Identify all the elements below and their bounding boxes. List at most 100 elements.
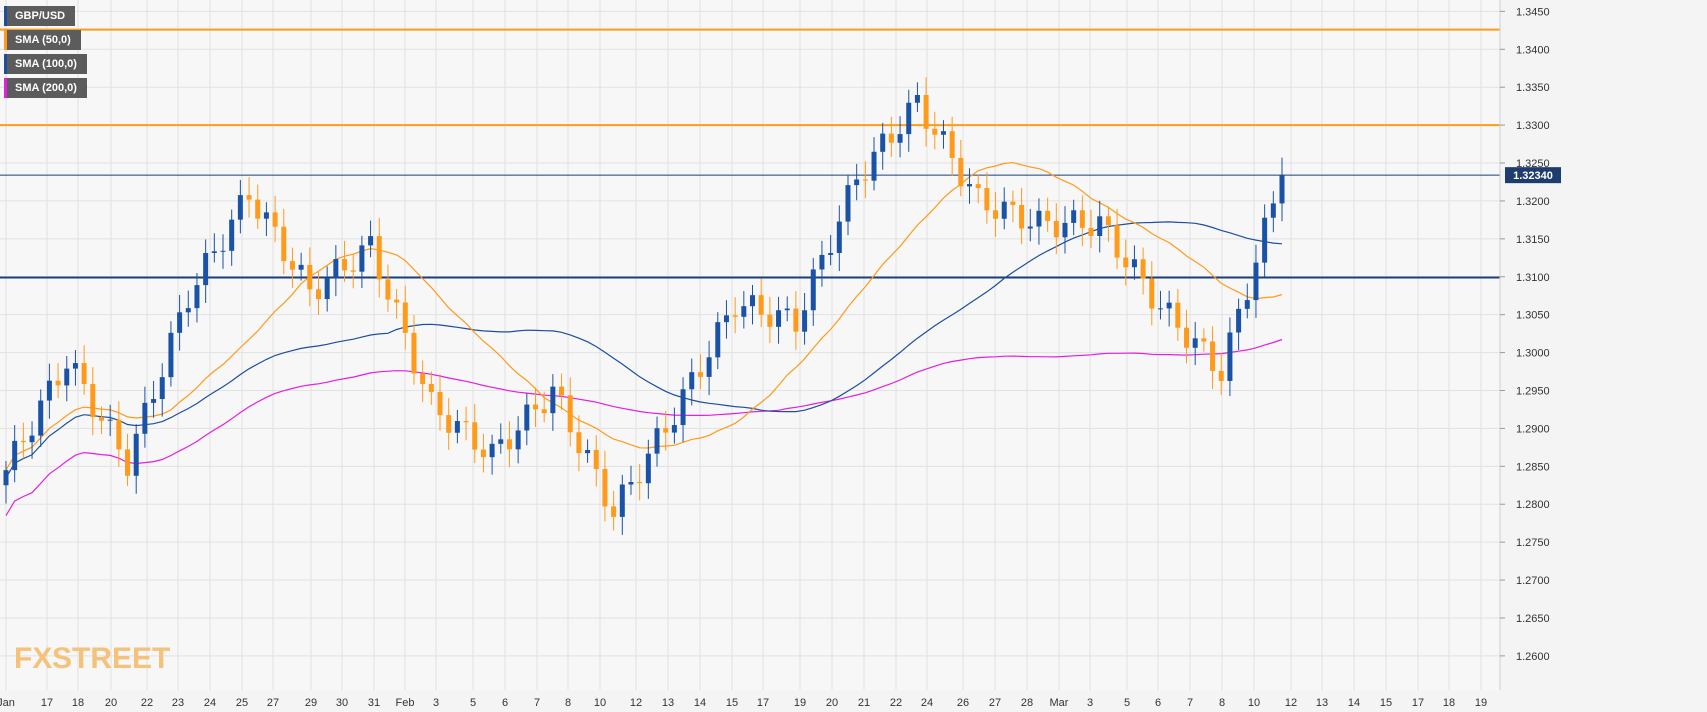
candle-up: [1262, 217, 1268, 263]
candle-up: [845, 185, 851, 222]
candle-up: [1036, 210, 1042, 227]
sma-100-group: [5, 221, 1283, 479]
candle-down: [281, 226, 287, 262]
candle-down: [342, 259, 348, 271]
x-tick-label: 13: [662, 697, 674, 709]
x-tick-label: 27: [989, 697, 1001, 709]
legend-symbol-swatch: [4, 6, 7, 26]
candle-down: [428, 384, 434, 393]
candle-down: [1053, 220, 1059, 238]
legend-sma200-label: SMA (200,0): [15, 82, 77, 94]
candle-up: [1192, 338, 1198, 348]
candle-down: [1114, 225, 1120, 258]
candle-up: [828, 252, 834, 255]
candle-down: [559, 386, 565, 396]
x-tick-label: 7: [534, 697, 540, 709]
candle-down: [949, 131, 955, 158]
candle-down: [350, 270, 356, 272]
current-price-badge: [1505, 167, 1561, 184]
candle-down: [394, 299, 400, 303]
y-tick-label: 1.2850: [1516, 461, 1550, 473]
candle-up: [1244, 300, 1250, 309]
candle-up: [38, 400, 44, 436]
candle-down: [793, 308, 799, 332]
y-tick-label: 1.2700: [1516, 575, 1550, 587]
x-tick-label: 18: [1443, 697, 1455, 709]
y-tick-label: 1.2600: [1516, 651, 1550, 663]
watermark-prefix: FX: [14, 642, 52, 675]
candle-up: [1027, 226, 1033, 229]
candle-down: [1105, 216, 1111, 226]
legend-sma200: SMA (200,0): [4, 78, 87, 98]
candle-up: [168, 332, 174, 378]
y-tick-label: 1.3450: [1516, 6, 1550, 18]
candle-down: [975, 184, 981, 189]
candle-down: [385, 279, 391, 300]
candle-down: [993, 210, 999, 219]
x-tick-label: Jan: [0, 697, 15, 709]
candle-down: [1079, 210, 1085, 228]
candle-down: [862, 179, 868, 181]
candle-down: [923, 94, 929, 129]
candle-up: [1062, 222, 1068, 238]
candle-up: [46, 380, 52, 401]
candle-up: [333, 259, 339, 278]
x-tick-label: 17: [757, 697, 769, 709]
x-tick-label: 5: [470, 697, 476, 709]
candle-down: [1010, 201, 1016, 205]
candle-up: [29, 435, 35, 443]
candle-down: [767, 314, 773, 327]
candle-up: [750, 295, 756, 307]
x-tick-label: 13: [1316, 697, 1328, 709]
candle-up: [324, 277, 330, 300]
x-tick-label: 24: [204, 697, 216, 709]
candle-down: [1088, 227, 1094, 237]
candle-up: [72, 363, 78, 369]
candle-up: [142, 402, 148, 434]
candle-down: [663, 428, 669, 433]
candle-up: [671, 425, 677, 433]
candle-up: [628, 481, 634, 485]
x-tick-label: 12: [630, 697, 642, 709]
candle-up: [1253, 262, 1259, 301]
x-tick-label: 24: [921, 697, 933, 709]
candle-down: [55, 380, 61, 386]
candle-up: [1097, 216, 1103, 237]
candle-down: [541, 409, 547, 414]
x-tick-label: 18: [72, 697, 84, 709]
candle-down: [446, 415, 452, 433]
candle-up: [802, 310, 808, 332]
candle-down: [1019, 204, 1025, 229]
candle-up: [914, 94, 920, 103]
candle-up: [12, 440, 18, 471]
x-tick-label: Mar: [1050, 697, 1069, 709]
candle-up: [107, 419, 113, 421]
candle-down: [888, 133, 894, 143]
candle-down: [480, 449, 486, 458]
candle-up: [776, 310, 782, 327]
candle-up: [906, 102, 912, 135]
legend-symbol-label: GBP/USD: [15, 10, 66, 22]
candle-up: [689, 372, 695, 390]
x-tick-label: 31: [368, 697, 380, 709]
legend-sma50: SMA (50,0): [4, 30, 81, 50]
candle-up: [64, 368, 70, 386]
candle-down: [411, 332, 417, 374]
x-tick-label: 10: [1248, 697, 1260, 709]
candle-down: [567, 395, 573, 433]
candle-up: [1071, 210, 1077, 223]
candle-up: [1166, 302, 1172, 309]
x-tick-label: 14: [694, 697, 706, 709]
candle-up: [854, 179, 860, 186]
x-tick-label: 23: [172, 697, 184, 709]
sma-50-line: [5, 161, 1283, 471]
candle-down: [1210, 341, 1216, 371]
y-tick-label: 1.3200: [1516, 196, 1550, 208]
candle-up: [489, 443, 495, 458]
candle-up: [177, 312, 183, 333]
candle-up: [454, 421, 460, 433]
y-tick-label: 1.2750: [1516, 537, 1550, 549]
legend-sma200-swatch: [4, 78, 7, 98]
y-tick-label: 1.3300: [1516, 120, 1550, 132]
